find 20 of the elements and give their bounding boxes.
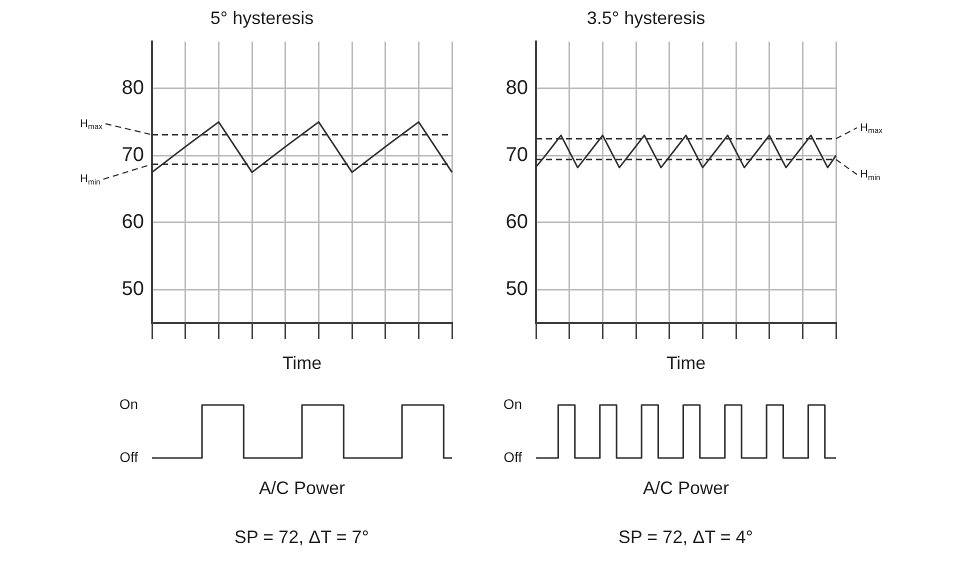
y-tick-label: 60 — [122, 211, 144, 234]
chart-title: 3.5° hysteresis — [586, 8, 706, 28]
y-tick-label: 70 — [122, 144, 144, 166]
y-tick-label: 80 — [122, 77, 144, 100]
text: Off — [120, 448, 138, 465]
x-axis-title: Time — [666, 353, 706, 374]
y-tick-label: 50 — [506, 278, 528, 300]
x-axis-title: A/C Power — [642, 478, 730, 498]
text: Off — [504, 448, 522, 465]
chart-title: 5° hysteresis — [210, 8, 314, 28]
y-tick-label: 50 — [122, 278, 144, 300]
text: On — [503, 396, 522, 412]
text: SP = 72, ΔT = 7° — [234, 526, 369, 547]
x-axis-title: A/C Power — [258, 478, 346, 498]
y-tick-label: 60 — [506, 211, 528, 234]
x-axis-title: Time — [282, 353, 322, 374]
text: On — [119, 396, 138, 412]
y-tick-label: 70 — [506, 144, 528, 166]
text: SP = 72, ΔT = 4° — [618, 526, 753, 547]
y-tick-label: 80 — [506, 77, 528, 100]
